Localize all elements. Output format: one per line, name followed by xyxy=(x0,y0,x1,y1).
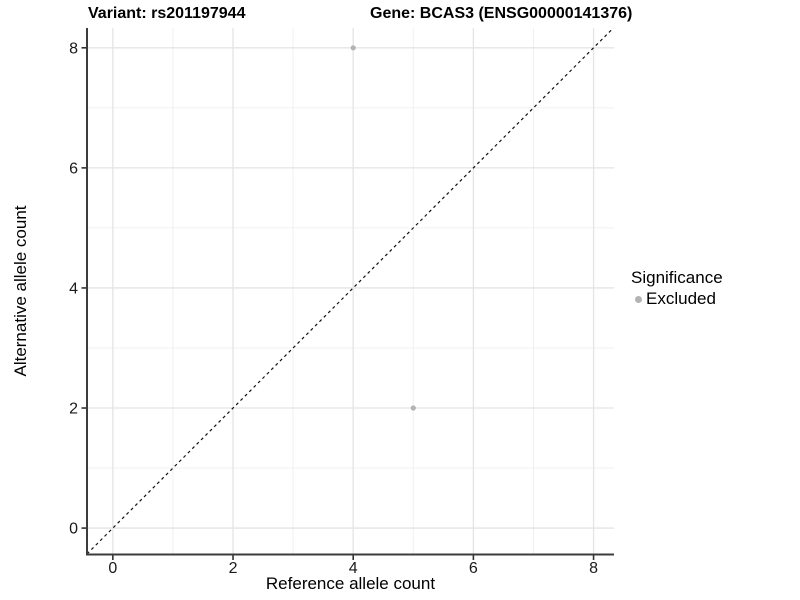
x-tick-label: 6 xyxy=(469,560,478,577)
data-points xyxy=(350,45,416,411)
identity-line xyxy=(86,27,614,555)
axis-tick-labels: 0 2 4 6 8 0 2 4 6 8 xyxy=(69,40,598,577)
data-point xyxy=(410,405,416,411)
x-tick-label: 0 xyxy=(108,560,117,577)
y-axis-title: Alternative allele count xyxy=(11,205,30,377)
legend-item-excluded: Excluded xyxy=(635,289,723,309)
grid-minor xyxy=(87,28,614,555)
axis-lines xyxy=(86,28,614,556)
x-axis-title: Reference allele count xyxy=(265,574,436,593)
y-tick-label: 0 xyxy=(69,521,78,538)
y-tick-label: 6 xyxy=(69,160,78,177)
legend-title: Significance xyxy=(631,268,723,287)
y-tick-label: 4 xyxy=(69,280,78,297)
grid-major xyxy=(87,28,614,555)
x-tick-label: 4 xyxy=(349,560,358,577)
y-tick-label: 2 xyxy=(69,401,78,418)
y-tick-label: 8 xyxy=(69,40,78,57)
x-tick-label: 2 xyxy=(229,560,238,577)
legend: Significance Excluded xyxy=(631,268,723,309)
legend-item-label: Excluded xyxy=(646,289,716,308)
legend-point-swatch-icon xyxy=(635,295,642,303)
axis-ticks xyxy=(81,47,595,560)
plot-title-gene: Gene: BCAS3 (ENSG00000141376) xyxy=(370,5,633,22)
data-point xyxy=(350,45,356,51)
plot-title-variant: Variant: rs201197944 xyxy=(88,5,246,22)
x-tick-label: 8 xyxy=(589,560,598,577)
